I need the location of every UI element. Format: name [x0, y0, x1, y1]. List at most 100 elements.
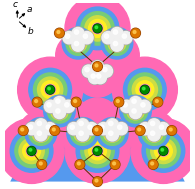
Circle shape [93, 62, 102, 70]
Circle shape [25, 122, 39, 136]
Circle shape [41, 81, 59, 99]
Circle shape [85, 67, 89, 72]
Circle shape [77, 128, 88, 139]
Circle shape [0, 119, 64, 184]
Circle shape [123, 68, 166, 111]
Circle shape [95, 64, 98, 67]
Circle shape [80, 31, 94, 45]
Circle shape [113, 162, 116, 165]
Circle shape [119, 31, 133, 45]
Circle shape [76, 129, 89, 141]
Circle shape [104, 34, 109, 38]
Circle shape [110, 27, 124, 40]
Circle shape [133, 31, 136, 33]
Circle shape [43, 122, 57, 136]
Circle shape [94, 63, 98, 68]
Circle shape [100, 125, 104, 129]
Circle shape [51, 126, 59, 135]
Circle shape [53, 106, 66, 119]
Circle shape [101, 27, 133, 59]
Circle shape [34, 128, 48, 142]
Circle shape [75, 160, 85, 169]
Circle shape [46, 125, 50, 129]
Circle shape [93, 62, 102, 71]
Circle shape [139, 122, 151, 135]
Circle shape [29, 68, 72, 111]
Circle shape [95, 149, 98, 151]
Circle shape [136, 126, 144, 135]
Circle shape [53, 106, 66, 119]
Circle shape [79, 131, 83, 135]
Circle shape [130, 105, 141, 117]
Circle shape [19, 126, 27, 135]
Circle shape [82, 65, 95, 77]
Circle shape [71, 27, 85, 40]
Circle shape [93, 177, 102, 186]
Circle shape [113, 30, 118, 34]
Circle shape [91, 74, 95, 78]
Circle shape [97, 122, 110, 135]
Circle shape [37, 89, 82, 133]
Circle shape [101, 31, 115, 45]
Circle shape [32, 124, 50, 142]
Circle shape [95, 179, 98, 182]
Circle shape [37, 131, 42, 135]
Circle shape [111, 27, 123, 40]
Circle shape [107, 128, 118, 139]
Circle shape [29, 149, 32, 151]
Circle shape [110, 160, 120, 169]
Circle shape [95, 26, 98, 29]
Circle shape [110, 131, 115, 136]
Circle shape [62, 31, 76, 45]
Circle shape [76, 118, 90, 132]
Circle shape [82, 64, 96, 78]
Circle shape [93, 24, 102, 33]
Circle shape [83, 34, 88, 38]
Circle shape [90, 111, 135, 156]
Circle shape [74, 30, 79, 34]
Circle shape [121, 100, 133, 112]
Circle shape [113, 41, 118, 46]
Circle shape [159, 125, 164, 129]
Circle shape [29, 121, 53, 145]
Circle shape [44, 100, 57, 113]
Circle shape [110, 38, 124, 52]
Circle shape [123, 99, 148, 123]
Circle shape [79, 121, 83, 125]
Circle shape [129, 106, 142, 119]
Circle shape [60, 111, 105, 156]
Circle shape [75, 98, 120, 143]
Circle shape [74, 41, 79, 46]
Circle shape [133, 108, 138, 114]
Circle shape [142, 87, 145, 90]
Circle shape [154, 98, 162, 106]
Circle shape [62, 27, 94, 59]
Circle shape [26, 122, 38, 135]
Circle shape [106, 129, 119, 141]
Circle shape [120, 100, 134, 113]
Circle shape [50, 126, 60, 135]
Circle shape [111, 160, 119, 169]
Circle shape [114, 122, 128, 136]
Circle shape [111, 39, 123, 51]
Circle shape [76, 130, 119, 172]
Circle shape [97, 74, 101, 78]
Circle shape [94, 25, 101, 32]
Circle shape [28, 125, 33, 129]
Circle shape [53, 96, 66, 110]
Text: a: a [27, 5, 32, 14]
Circle shape [94, 147, 101, 155]
Circle shape [81, 134, 114, 168]
Circle shape [47, 99, 72, 123]
Circle shape [128, 73, 161, 106]
Circle shape [44, 95, 75, 127]
Circle shape [76, 119, 89, 131]
Circle shape [15, 134, 48, 168]
Circle shape [89, 71, 101, 84]
Circle shape [103, 67, 107, 72]
Circle shape [81, 32, 93, 44]
Circle shape [108, 34, 126, 52]
Circle shape [91, 61, 104, 73]
Circle shape [55, 29, 64, 37]
Circle shape [72, 27, 84, 40]
